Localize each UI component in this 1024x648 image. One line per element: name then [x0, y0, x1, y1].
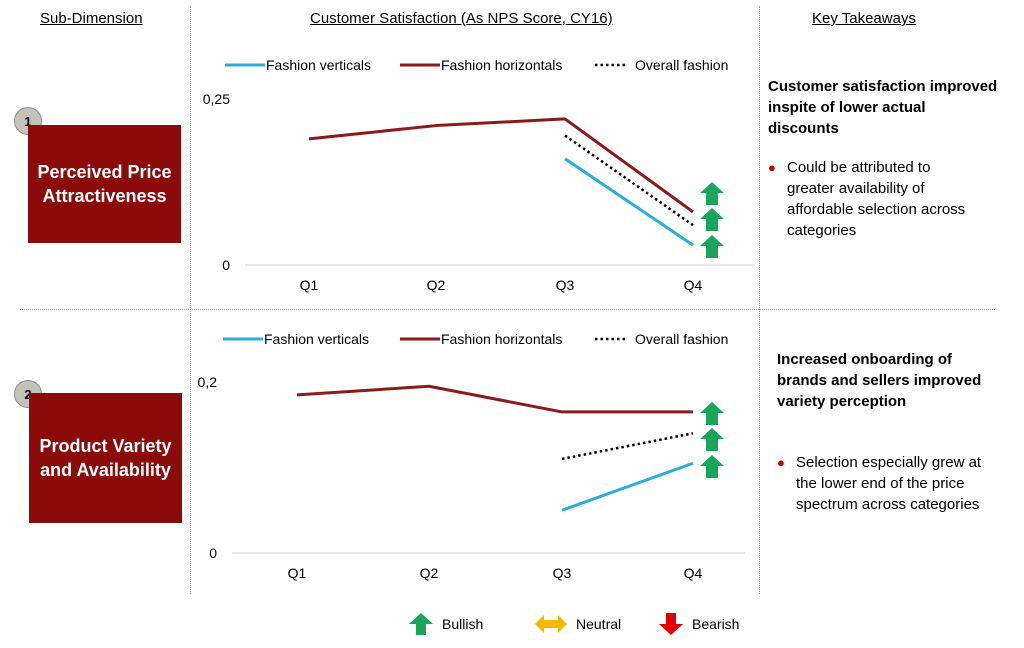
- header-key-takeaways: Key Takeaways: [812, 10, 916, 27]
- header-sub-dimension: Sub-Dimension: [40, 10, 143, 27]
- legend-label: Fashion verticals: [264, 331, 369, 347]
- y-tick-label: 0: [222, 257, 230, 273]
- bullet-icon: ●: [768, 160, 776, 175]
- takeaway-bullet-variety: ● Selection especially grew at the lower…: [777, 452, 992, 515]
- row-divider: [20, 309, 995, 310]
- series-line-fashion-verticals: [564, 157, 694, 247]
- y-tick-label: 0,2: [198, 374, 218, 390]
- legend-bearish: Bearish: [658, 612, 739, 636]
- series-line-fashion-horizontals: [308, 117, 694, 214]
- nps-chart-variety: Fashion verticals Fashion horizontals Over…: [198, 331, 745, 581]
- x-tick-label: Q4: [684, 565, 703, 581]
- x-tick-label: Q3: [556, 277, 575, 293]
- header-chart-title: Customer Satisfaction (As NPS Score, CY1…: [310, 10, 613, 27]
- legend-neutral: Neutral: [534, 612, 621, 636]
- takeaway-heading-variety: Increased onboarding of brands and selle…: [777, 351, 982, 410]
- x-tick-label: Q3: [553, 565, 572, 581]
- y-tick-label: 0: [209, 545, 217, 561]
- bullish-arrow-icon: [700, 182, 724, 205]
- legend-label: Fashion horizontals: [441, 331, 562, 347]
- series-line-overall-fashion: [561, 432, 694, 461]
- bullish-arrow-icon: [700, 402, 724, 425]
- column-divider-right: [759, 6, 760, 594]
- series-line-fashion-verticals: [561, 461, 694, 512]
- y-tick-label: 0,25: [203, 91, 230, 107]
- neutral-arrow-icon: [535, 615, 567, 633]
- bullish-arrow-icon: [700, 208, 724, 231]
- x-tick-label: Q2: [427, 277, 446, 293]
- bullish-arrow-icon: [700, 428, 724, 451]
- legend-neutral-label: Neutral: [576, 616, 622, 632]
- series-line-overall-fashion: [564, 134, 694, 227]
- trend-legend: Bullish Neutral Bearish: [0, 612, 1024, 640]
- takeaway-heading-price: Customer satisfaction improved inspite o…: [768, 78, 998, 137]
- x-tick-label: Q4: [684, 277, 703, 293]
- x-tick-label: Q2: [420, 565, 439, 581]
- takeaway-bullet-text: Selection especially grew at the lower e…: [796, 454, 982, 513]
- dimension-box-variety: Product Variety and Availability: [29, 393, 182, 523]
- bullish-arrow-icon: [409, 613, 433, 635]
- bullish-arrow-icon: [700, 455, 724, 478]
- legend-bearish-label: Bearish: [692, 616, 740, 632]
- takeaway-bullet-price: ● Could be attributed to greater availab…: [768, 157, 968, 241]
- bullet-icon: ●: [777, 455, 785, 470]
- takeaway-bullet-text: Could be attributed to greater availabil…: [787, 159, 966, 239]
- legend-label: Fashion horizontals: [441, 57, 562, 73]
- bearish-arrow-icon: [659, 613, 683, 635]
- legend-label: Overall fashion: [635, 331, 728, 347]
- nps-chart-price: Fashion verticals Fashion horizontals Over…: [203, 57, 755, 293]
- x-tick-label: Q1: [300, 277, 319, 293]
- legend-label: Overall fashion: [635, 57, 728, 73]
- legend-bullish: Bullish: [408, 612, 483, 636]
- dimension-box-price: Perceived Price Attractiveness: [28, 125, 181, 243]
- column-divider-left: [190, 6, 191, 594]
- x-tick-label: Q1: [288, 565, 307, 581]
- series-line-fashion-horizontals: [296, 384, 693, 414]
- legend-label: Fashion verticals: [266, 57, 371, 73]
- bullish-arrow-icon: [700, 235, 724, 258]
- legend-bullish-label: Bullish: [442, 616, 484, 632]
